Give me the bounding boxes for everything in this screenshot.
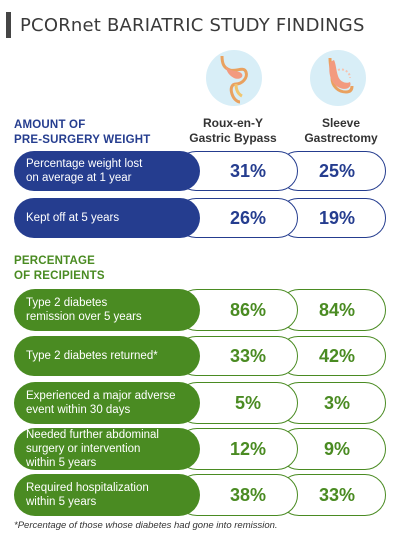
table-row: Type 2 diabetes remission over 5 years 8… — [14, 289, 386, 331]
section-heading-recipients: PERCENTAGE OF RECIPIENTS — [14, 255, 105, 282]
row-label: Needed further abdominal surgery or inte… — [14, 428, 200, 470]
sleeve-value: 3% — [278, 382, 386, 424]
roux-value: 38% — [176, 474, 298, 516]
row-label: Type 2 diabetes returned* — [14, 336, 200, 376]
table-row: Required hospitalization within 5 years … — [14, 474, 386, 516]
column-header-roux-en-y: Roux-en-Y Gastric Bypass — [189, 116, 277, 145]
table-row: Kept off at 5 years 26% 19% — [14, 198, 386, 238]
page-title: PCORnet BARIATRIC STUDY FINDINGS — [20, 14, 365, 36]
title-bar: PCORnet BARIATRIC STUDY FINDINGS — [6, 12, 386, 38]
table-row: Percentage weight lost on average at 1 y… — [14, 151, 386, 191]
roux-value: 86% — [176, 289, 298, 331]
row-label: Kept off at 5 years — [14, 198, 200, 238]
row-label: Required hospitalization within 5 years — [14, 474, 200, 516]
column-header-sleeve: Sleeve Gastrectomy — [304, 116, 378, 145]
title-accent-bar — [6, 12, 11, 38]
stomach-bypass-icon — [206, 50, 262, 106]
section-heading-weight: AMOUNT OF PRE-SURGERY WEIGHT — [14, 119, 151, 146]
footnote: *Percentage of those whose diabetes had … — [14, 520, 278, 531]
row-label: Percentage weight lost on average at 1 y… — [14, 151, 200, 191]
stomach-sleeve-icon — [310, 50, 366, 106]
table-row: Needed further abdominal surgery or inte… — [14, 428, 386, 470]
row-label: Type 2 diabetes remission over 5 years — [14, 289, 200, 331]
table-row: Experienced a major adverse event within… — [14, 382, 386, 424]
table-row: Type 2 diabetes returned* 33% 42% — [14, 336, 386, 376]
row-label: Experienced a major adverse event within… — [14, 382, 200, 424]
